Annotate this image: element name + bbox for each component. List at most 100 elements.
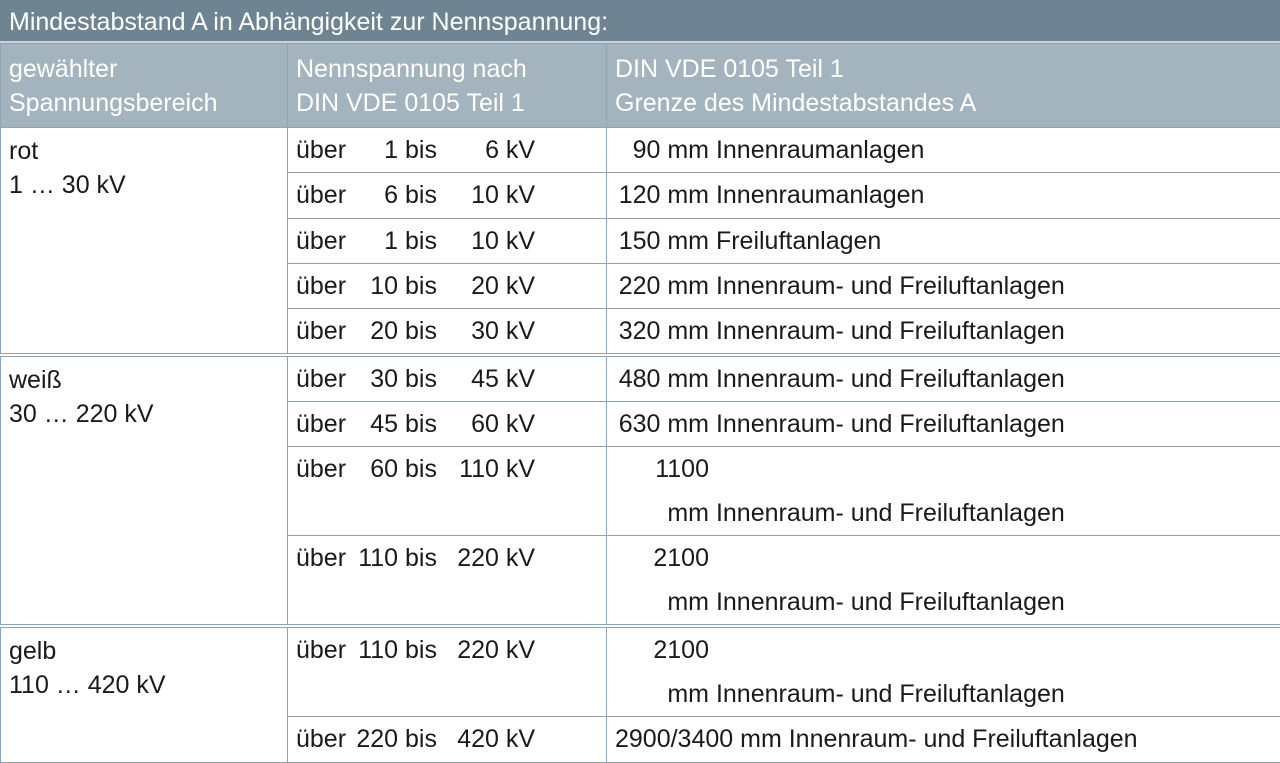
unit: kV bbox=[506, 636, 535, 664]
voltage-to: 30 bbox=[437, 309, 499, 353]
distance-value: 120 mm bbox=[615, 173, 709, 217]
distance-value: 480 mm bbox=[615, 357, 709, 401]
to-word: bis bbox=[405, 136, 437, 164]
distance-cell: 2100 mm Innenraum- und Freiluftanlagen bbox=[607, 626, 1280, 717]
unit: kV bbox=[506, 317, 535, 345]
distance-cell: 220 mm Innenraum- und Freiluftanlagen bbox=[607, 263, 1280, 308]
installation-type: Innenraumanlagen bbox=[716, 181, 925, 209]
distance-cell: 2900/3400 mm Innenraum- und Freiluftanla… bbox=[607, 717, 1280, 762]
to-word: bis bbox=[405, 636, 437, 664]
voltage-to: 220 bbox=[437, 536, 499, 580]
to-word: bis bbox=[405, 365, 437, 393]
header-line: Spannungsbereich bbox=[9, 89, 218, 117]
to-word: bis bbox=[405, 410, 437, 438]
over-word: über bbox=[296, 410, 346, 438]
installation-type: Innenraum- und Freiluftanlagen bbox=[716, 499, 1065, 527]
header-line: gewählter bbox=[9, 55, 117, 83]
range-value: 1 … 30 kV bbox=[9, 171, 126, 199]
distance-value: 630 mm bbox=[615, 402, 709, 446]
unit: kV bbox=[506, 455, 535, 483]
installation-type: Innenraum- und Freiluftanlagen bbox=[716, 272, 1065, 300]
distance-value: 1100 mm bbox=[615, 447, 709, 535]
over-word: über bbox=[296, 136, 346, 164]
range-cell: rot 1 … 30 kV bbox=[1, 128, 288, 356]
distance-value: 320 mm bbox=[615, 309, 709, 353]
header-line: Nennspannung nach bbox=[296, 55, 527, 83]
range-name: gelb bbox=[9, 637, 56, 665]
voltage-from: 220 bbox=[346, 717, 398, 761]
distance-cell: 320 mm Innenraum- und Freiluftanlagen bbox=[607, 309, 1280, 356]
distance-cell: 2100 mm Innenraum- und Freiluftanlagen bbox=[607, 536, 1280, 627]
header-line: DIN VDE 0105 Teil 1 bbox=[296, 89, 525, 117]
over-word: über bbox=[296, 636, 346, 664]
to-word: bis bbox=[405, 455, 437, 483]
range-name: rot bbox=[9, 137, 38, 165]
voltage-to: 20 bbox=[437, 264, 499, 308]
installation-type: Freiluftanlagen bbox=[716, 227, 881, 255]
table-title: Mindestabstand A in Abhängigkeit zur Nen… bbox=[0, 0, 1280, 43]
voltage-from: 6 bbox=[346, 173, 398, 217]
voltage-to: 420 bbox=[437, 717, 499, 761]
voltage-from: 110 bbox=[346, 628, 398, 672]
installation-type: Innenraum- und Freiluftanlagen bbox=[716, 317, 1065, 345]
installation-type: Innenraum- und Freiluftanlagen bbox=[716, 588, 1065, 616]
distance-value: 2900/3400 mm bbox=[615, 725, 782, 753]
over-word: über bbox=[296, 317, 346, 345]
voltage-from: 60 bbox=[346, 447, 398, 491]
header-row: gewählter Spannungsbereich Nennspannung n… bbox=[1, 44, 1280, 128]
voltage-to: 45 bbox=[437, 357, 499, 401]
header-voltage: Nennspannung nach DIN VDE 0105 Teil 1 bbox=[288, 44, 607, 128]
header-range: gewählter Spannungsbereich bbox=[1, 44, 288, 128]
distance-cell: 630 mm Innenraum- und Freiluftanlagen bbox=[607, 402, 1280, 447]
over-word: über bbox=[296, 272, 346, 300]
voltage-to: 110 bbox=[437, 447, 499, 491]
unit: kV bbox=[506, 544, 535, 572]
distance-value: 2100 mm bbox=[615, 628, 709, 716]
to-word: bis bbox=[405, 181, 437, 209]
distance-cell: 480 mm Innenraum- und Freiluftanlagen bbox=[607, 355, 1280, 402]
header-line: Grenze des Mindestabstandes A bbox=[615, 89, 976, 117]
to-word: bis bbox=[405, 317, 437, 345]
unit: kV bbox=[506, 365, 535, 393]
voltage-from: 20 bbox=[346, 309, 398, 353]
over-word: über bbox=[296, 544, 346, 572]
voltage-from: 30 bbox=[346, 357, 398, 401]
voltage-to: 10 bbox=[437, 173, 499, 217]
range-name: weiß bbox=[9, 366, 62, 394]
voltage-from: 110 bbox=[346, 536, 398, 580]
installation-type: Innenraum- und Freiluftanlagen bbox=[716, 365, 1065, 393]
distance-value: 90 mm bbox=[615, 128, 709, 172]
unit: kV bbox=[506, 181, 535, 209]
voltage-to: 220 bbox=[437, 628, 499, 672]
distance-cell: 90 mm Innenraumanlagen bbox=[607, 128, 1280, 173]
range-value: 30 … 220 kV bbox=[9, 400, 154, 428]
unit: kV bbox=[506, 227, 535, 255]
to-word: bis bbox=[405, 544, 437, 572]
range-cell: weiß 30 … 220 kV bbox=[1, 355, 288, 626]
voltage-from: 1 bbox=[346, 128, 398, 172]
unit: kV bbox=[506, 136, 535, 164]
installation-type: Innenraum- und Freiluftanlagen bbox=[716, 680, 1065, 708]
unit: kV bbox=[506, 410, 535, 438]
over-word: über bbox=[296, 227, 346, 255]
voltage-from: 1 bbox=[346, 219, 398, 263]
over-word: über bbox=[296, 365, 346, 393]
to-word: bis bbox=[405, 272, 437, 300]
to-word: bis bbox=[405, 227, 437, 255]
distance-cell: 1100 mm Innenraum- und Freiluftanlagen bbox=[607, 447, 1280, 536]
